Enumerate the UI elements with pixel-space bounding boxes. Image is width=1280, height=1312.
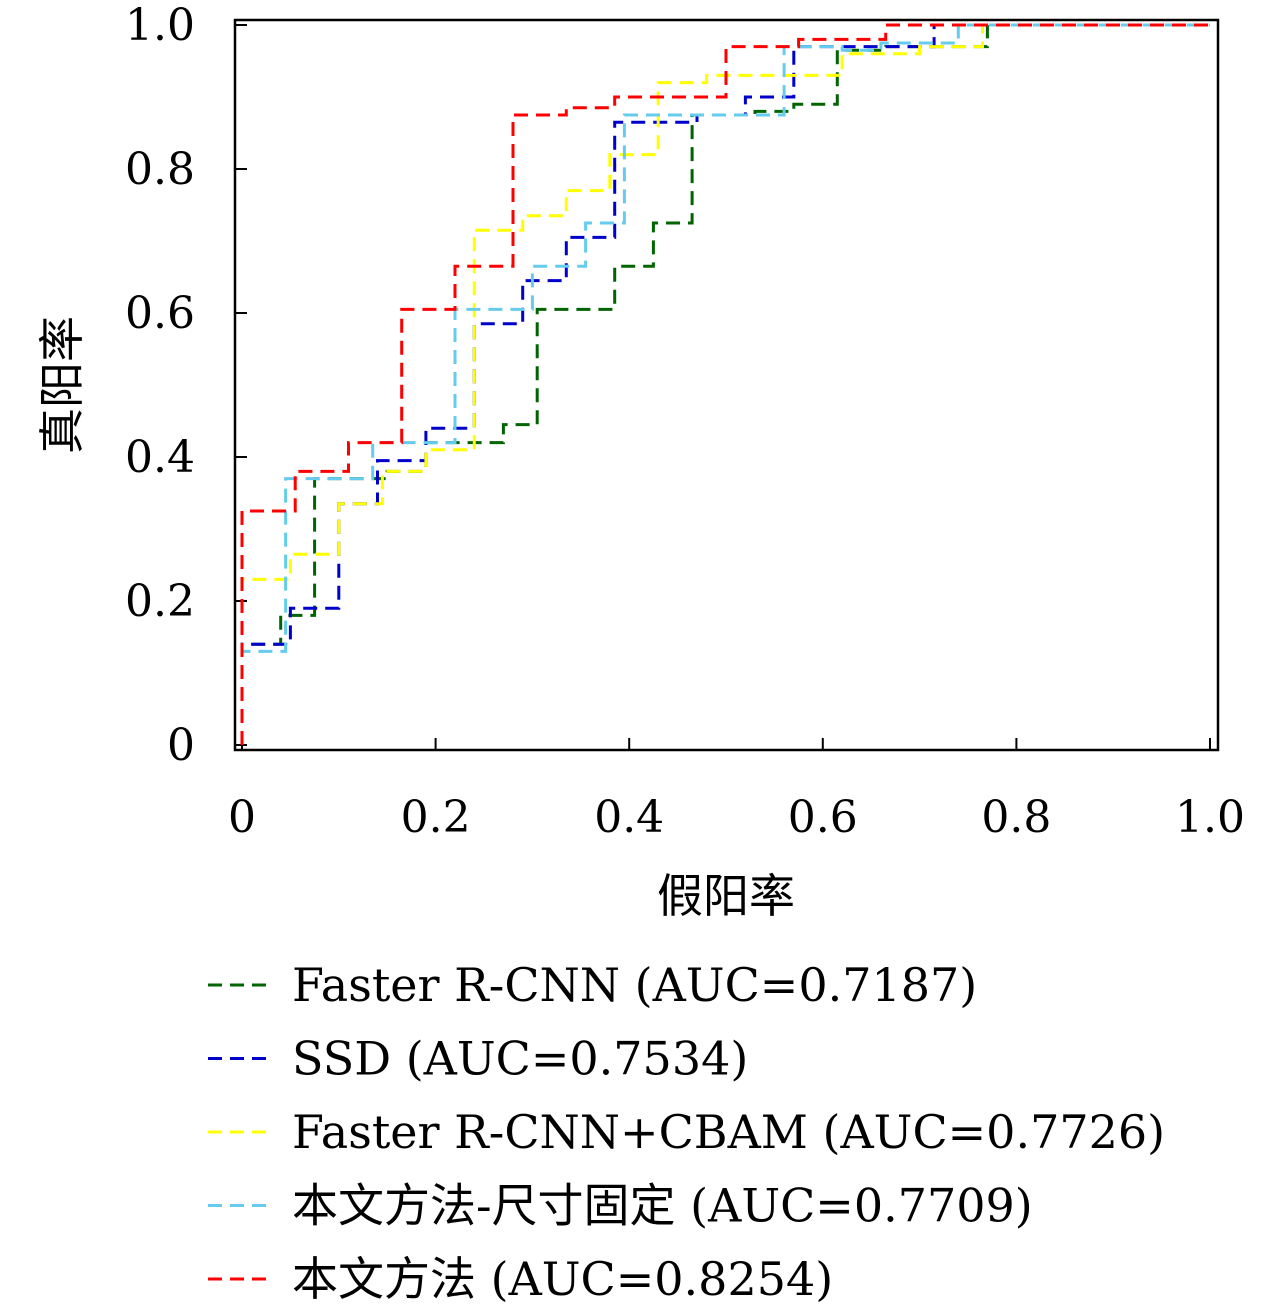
plot-frame — [233, 18, 1220, 752]
x-axis-label: 假阳率 — [657, 869, 795, 923]
y-tick-label: 0 — [167, 720, 195, 771]
x-tick-label: 0.6 — [788, 792, 858, 843]
series-lines — [240, 23, 1210, 745]
series-line-5 — [240, 23, 1210, 745]
y-tick-label: 0.4 — [125, 432, 195, 483]
series-line-3 — [240, 23, 1210, 745]
legend-label-1: Faster R-CNN (AUC=0.7187) — [292, 958, 977, 1012]
legend-label-4: 本文方法-尺寸固定 (AUC=0.7709) — [292, 1179, 1033, 1233]
x-axis-ticks: 0 0.2 0.4 0.6 0.8 1.0 — [228, 738, 1245, 843]
x-tick-label: 0.8 — [981, 792, 1051, 843]
series-line-1 — [240, 23, 1210, 745]
legend-label-3: Faster R-CNN+CBAM (AUC=0.7726) — [292, 1105, 1165, 1159]
y-axis-ticks: 0 0.2 0.4 0.6 0.8 1.0 — [125, 0, 247, 771]
x-tick-label: 1.0 — [1175, 792, 1245, 843]
x-tick-label: 0 — [228, 792, 256, 843]
y-axis-label: 真阳率 — [35, 316, 89, 454]
x-tick-label: 0.4 — [594, 792, 664, 843]
y-tick-label: 0.8 — [125, 144, 195, 195]
x-tick-label: 0.2 — [401, 792, 471, 843]
legend: Faster R-CNN (AUC=0.7187) SSD (AUC=0.7534… — [208, 958, 1165, 1306]
legend-label-2: SSD (AUC=0.7534) — [292, 1032, 748, 1086]
y-tick-label: 0.2 — [125, 576, 195, 627]
series-line-4 — [240, 23, 1210, 745]
legend-label-5: 本文方法 (AUC=0.8254) — [292, 1252, 833, 1306]
y-tick-label: 1.0 — [125, 0, 195, 51]
y-tick-label: 0.6 — [125, 288, 195, 339]
series-line-2 — [240, 23, 1210, 745]
